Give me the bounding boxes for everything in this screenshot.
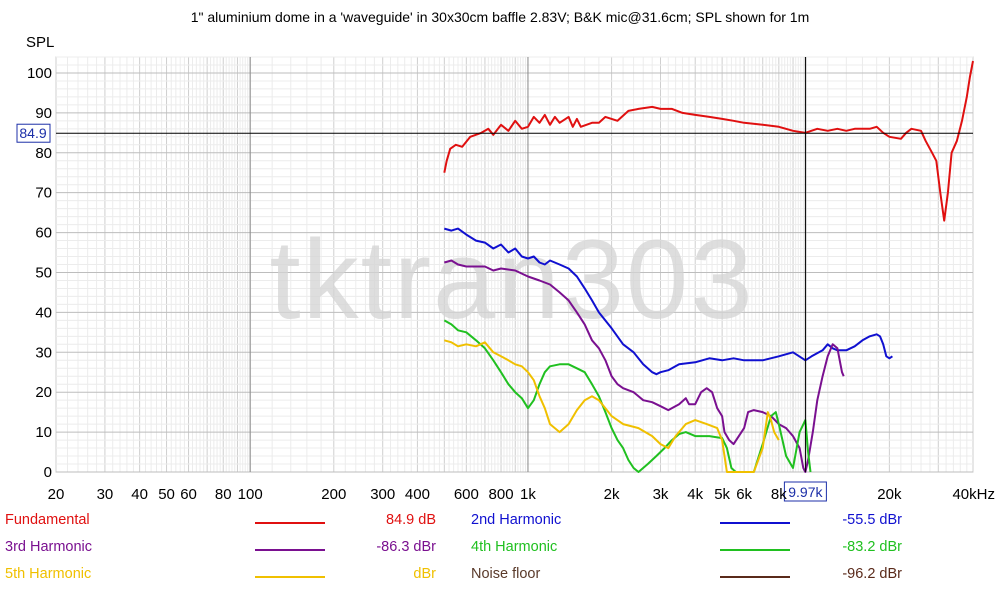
legend-label: 2nd Harmonic — [471, 512, 562, 528]
x-tick-label: 50 — [158, 486, 175, 503]
series-5th-harmonic — [444, 339, 780, 473]
x-tick-label: 1k — [520, 486, 536, 503]
x-tick-label: 30 — [97, 486, 114, 503]
y-tick-label: 100 — [27, 65, 52, 82]
x-axis-ticks: 20 30 40 50 60 80 100 200 300 400 600 800 1k 2k 3k 4k 5k… — [48, 486, 995, 503]
y-tick-label: 10 — [35, 424, 52, 441]
legend-label: Noise floor — [471, 566, 541, 582]
y-tick-label: 60 — [35, 225, 52, 242]
series-fundamental — [443, 60, 974, 222]
legend-value: 84.9 dB — [386, 512, 436, 528]
legend-label: Fundamental — [5, 512, 90, 528]
legend-value: -86.3 dBr — [376, 539, 436, 555]
y-tick-label: 0 — [44, 464, 52, 481]
legend-item[interactable]: 2nd Harmonic -55.5 dBr — [0, 510, 1000, 536]
y-axis-label: SPL — [26, 34, 54, 51]
legend-swatch — [255, 522, 325, 524]
x-tick-label: 20k — [877, 486, 902, 503]
x-tick-label: 300 — [370, 486, 395, 503]
legend-item[interactable]: Noise floor -96.2 dBr — [0, 564, 1000, 590]
legend-label: 5th Harmonic — [5, 566, 92, 582]
y-axis-ticks: 0 10 20 30 40 50 60 70 80 90 100 — [27, 65, 52, 481]
cursor-y-readout-box — [16, 123, 51, 143]
x-tick-label: 8k — [771, 486, 787, 503]
x-tick-label: 40 — [131, 486, 148, 503]
x-tick-label: 2k — [604, 486, 620, 503]
series-4th-harmonic — [443, 319, 812, 473]
legend-swatch — [720, 522, 790, 524]
legend-swatch — [720, 549, 790, 551]
x-tick-label: 100 — [238, 486, 263, 503]
grid-minor — [55, 56, 974, 473]
x-tick-label: 200 — [321, 486, 346, 503]
y-tick-label: 20 — [35, 384, 52, 401]
legend-label: 3rd Harmonic — [5, 539, 93, 555]
legend-swatch — [255, 549, 325, 551]
y-tick-label: 80 — [35, 145, 52, 162]
x-tick-label: 600 — [454, 486, 479, 503]
y-tick-label: 70 — [35, 185, 52, 202]
y-tick-label: 40 — [35, 304, 52, 321]
x-tick-label: 6k — [736, 486, 752, 503]
legend: Fundamental 84.9 dB 2nd Harmonic -55.5 dBr 3… — [0, 506, 1000, 588]
y-tick-label: 50 — [35, 264, 52, 281]
legend-swatch — [720, 576, 790, 578]
x-tick-label: 40kHz — [952, 486, 995, 503]
x-tick-label: 4k — [687, 486, 703, 503]
cursor[interactable]: 84.9 9.97k — [16, 57, 973, 502]
legend-swatch — [255, 576, 325, 578]
legend-value: -55.5 dBr — [842, 512, 902, 528]
chart-title: 1" aluminium dome in a 'waveguide' in 30… — [191, 9, 810, 25]
cursor-x-readout: 9.97k — [788, 484, 823, 500]
series-3rd-harmonic — [444, 259, 845, 473]
legend-item[interactable]: 3rd Harmonic -86.3 dBr — [0, 537, 1000, 563]
legend-value: -83.2 dBr — [842, 539, 902, 555]
series-layer — [443, 60, 974, 473]
legend-item[interactable]: 5th Harmonic dBr — [0, 564, 1000, 590]
x-tick-label: 800 — [489, 486, 514, 503]
legend-label: 4th Harmonic — [471, 539, 558, 555]
x-tick-label: 3k — [653, 486, 669, 503]
cursor-x-readout-box — [783, 481, 827, 502]
watermark: tktran303 — [270, 217, 755, 342]
series-2nd-harmonic — [444, 227, 893, 376]
legend-value: -96.2 dBr — [842, 566, 902, 582]
legend-item[interactable]: 4th Harmonic -83.2 dBr — [0, 537, 1000, 563]
legend-item[interactable]: Fundamental 84.9 dB — [0, 510, 1000, 536]
legend-value: dBr — [413, 566, 436, 582]
spl-chart: 1" aluminium dome in a 'waveguide' in 30… — [16, 9, 995, 503]
x-tick-label: 60 — [180, 486, 197, 503]
x-tick-label: 80 — [215, 486, 232, 503]
x-tick-label: 5k — [714, 486, 730, 503]
y-tick-label: 30 — [35, 344, 52, 361]
y-tick-label: 90 — [35, 105, 52, 122]
x-tick-label: 20 — [48, 486, 65, 503]
x-tick-label: 400 — [405, 486, 430, 503]
cursor-y-readout: 84.9 — [19, 125, 46, 141]
